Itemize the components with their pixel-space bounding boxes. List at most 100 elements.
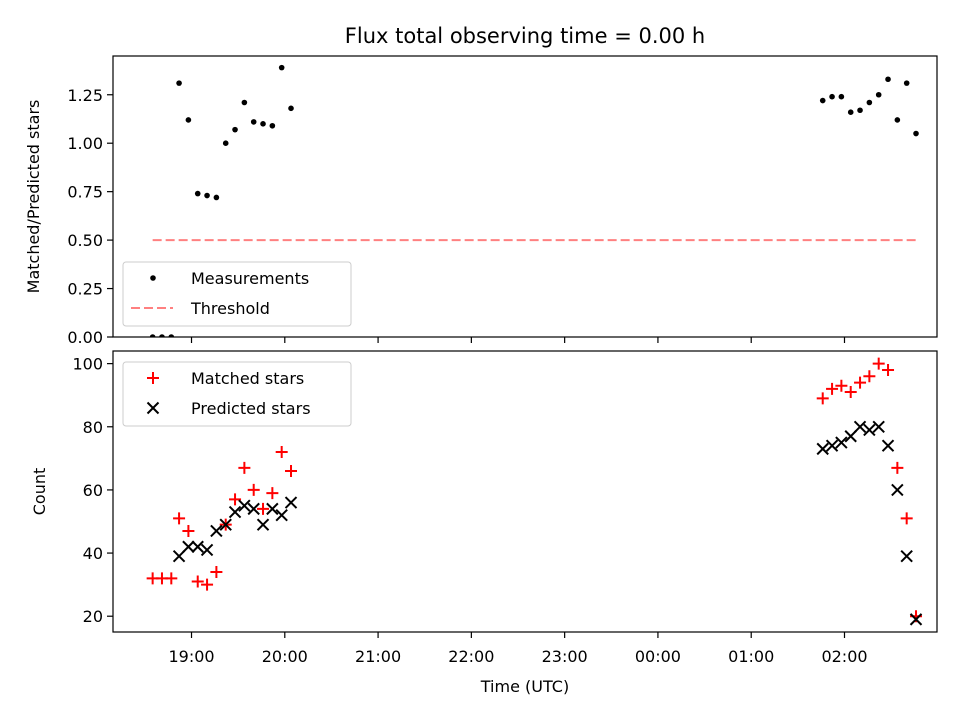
x-tick-label: 00:00 [635, 647, 681, 666]
axes-frame [112, 55, 938, 338]
x-tick-label: 20:00 [262, 647, 308, 666]
matched-stars-point [285, 464, 298, 477]
matched-stars-point [238, 461, 251, 474]
bottom-panel-counts: 20 40 60 80 100 19:00 20:00 21:00 22:00 23:00 00:0… [30, 350, 938, 696]
measurement-point [885, 76, 891, 83]
y-axis-label: Count [30, 468, 49, 516]
measurement-point [819, 97, 826, 104]
legend-label: Threshold [190, 299, 270, 318]
matched-stars-point [826, 382, 839, 395]
predicted-stars-point [266, 502, 279, 516]
predicted-stars-point [210, 524, 223, 538]
predicted-stars-point [228, 505, 242, 519]
measurement-point [913, 130, 919, 137]
predicted-stars-point [891, 483, 904, 497]
y-tick-label: 80 [83, 418, 103, 437]
matched-stars-point [854, 376, 867, 389]
x-tick-label: 21:00 [355, 647, 401, 666]
predicted-stars-point [191, 540, 204, 553]
predicted-stars-point [816, 442, 829, 456]
predicted-stars-point [909, 613, 923, 626]
legend-swatch [150, 275, 156, 281]
x-axis-label: Time (UTC) [480, 677, 569, 696]
matched-stars-point [882, 363, 895, 376]
predicted-stars-point [872, 420, 885, 433]
x-tick-label: 22:00 [448, 647, 494, 666]
predicted-stars-point [182, 540, 195, 553]
measurement-point [250, 119, 257, 125]
predicted-stars-point [200, 543, 214, 557]
matched-stars-point [182, 524, 195, 537]
predicted-stars-point [172, 550, 186, 563]
x-tick-label: 19:00 [168, 647, 214, 666]
matched-stars-point [201, 578, 214, 591]
x-tick-label: 02:00 [821, 647, 867, 666]
matched-stars-point [173, 512, 186, 525]
predicted-stars-point [284, 496, 298, 509]
x-tick-label: 23:00 [542, 647, 588, 666]
legend-label: Predicted stars [191, 399, 311, 418]
y-tick-label: 60 [83, 481, 103, 500]
matched-stars-point [266, 487, 279, 500]
legend-box [122, 361, 352, 427]
data-layer [149, 64, 919, 337]
x-tick-label: 01:00 [728, 647, 774, 666]
y-tick-label: 40 [83, 544, 103, 563]
y-tick-label: 20 [83, 607, 103, 626]
data-layer [146, 357, 923, 626]
matched-stars-point [863, 370, 876, 383]
measurement-point [185, 117, 192, 123]
measurement-point [213, 194, 220, 201]
y-tick-label: 0.25 [67, 280, 103, 299]
predicted-stars-point [863, 423, 876, 437]
matched-stars-point [835, 379, 848, 392]
measurement-point [829, 93, 835, 100]
y-tick-label: 1.25 [67, 86, 103, 105]
measurement-point [269, 122, 276, 129]
measurement-point [857, 107, 863, 114]
measurement-point [866, 99, 873, 106]
measurement-point [194, 190, 201, 197]
legend-label: Measurements [191, 269, 309, 288]
legend-swatch [147, 372, 159, 384]
legend: Matched stars Predicted stars [122, 361, 352, 427]
measurement-point [875, 91, 882, 98]
measurement-point [232, 126, 238, 133]
legend-label: Matched stars [191, 369, 304, 388]
top-panel-ratio: 0.00 0.25 0.50 0.75 1.00 1.25 Matched/Predicte… [24, 55, 938, 347]
legend-box [122, 261, 352, 327]
y-tick-label: 0.00 [67, 328, 103, 347]
matched-stars-point [257, 502, 270, 515]
measurement-point [903, 80, 910, 86]
predicted-stars-point [238, 499, 251, 512]
y-tick-label: 1.00 [67, 134, 103, 153]
measurement-point [222, 140, 229, 147]
matched-stars-point [165, 572, 178, 585]
predicted-stars-point [835, 436, 848, 449]
matched-stars-point [210, 566, 223, 579]
matched-stars-point [900, 512, 913, 525]
matched-stars-point [275, 446, 288, 459]
matched-stars-point [191, 575, 204, 588]
y-tick-label: 0.50 [67, 231, 103, 250]
predicted-stars-point [247, 502, 260, 516]
predicted-stars-point [844, 430, 857, 443]
predicted-stars-point [853, 420, 867, 433]
measurement-point [838, 93, 845, 100]
predicted-stars-point [825, 439, 839, 452]
matched-stars-point [844, 386, 857, 399]
y-tick-label: 100 [72, 355, 103, 374]
y-tick-label: 0.75 [67, 183, 103, 202]
y-axis-label: Matched/Predicted stars [24, 100, 43, 294]
legend-swatch [146, 401, 160, 415]
axes-frame [112, 350, 938, 633]
measurement-point [241, 99, 248, 106]
predicted-stars-point [219, 518, 232, 531]
measurement-point [288, 105, 294, 112]
measurement-point [278, 64, 285, 71]
measurement-point [204, 192, 210, 199]
matched-stars-point [229, 493, 242, 506]
chart-title: Flux total observing time = 0.00 h [345, 24, 705, 48]
matched-stars-point [872, 357, 885, 370]
